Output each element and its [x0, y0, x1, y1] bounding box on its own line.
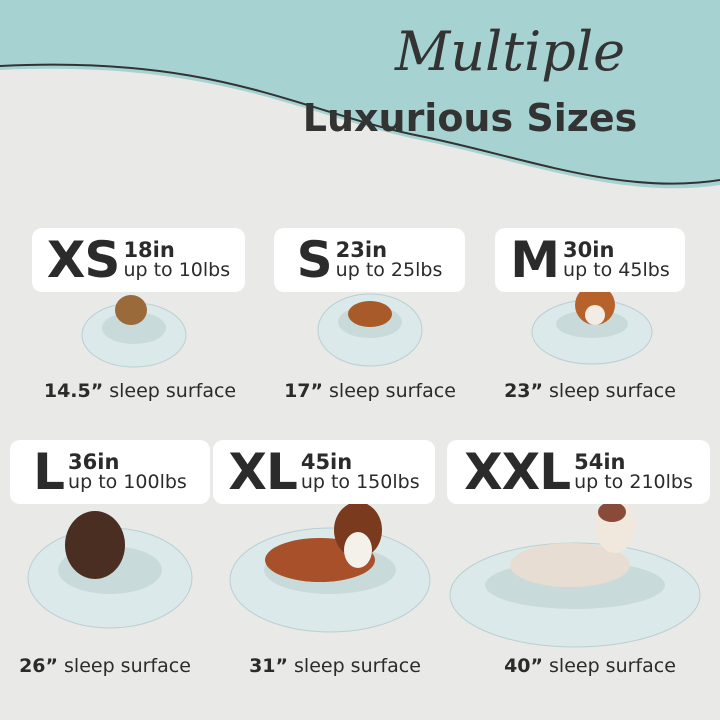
size-card: S 23in up to 25lbs	[274, 228, 465, 292]
size-code: M	[510, 231, 560, 289]
weight-limit: up to 10lbs	[123, 259, 231, 282]
size-code: XXL	[464, 443, 571, 501]
sleep-size: 40”	[504, 655, 544, 677]
sleep-surface: 17” sleep surface	[250, 380, 490, 402]
size-card: M 30in up to 45lbs	[495, 228, 685, 292]
weight-limit: up to 45lbs	[563, 259, 670, 282]
weight-limit: up to 25lbs	[335, 259, 443, 282]
sleep-size: 17”	[284, 380, 324, 402]
diameter: 36in	[68, 450, 120, 474]
sleep-size: 26”	[19, 655, 59, 677]
size-info: 45in up to 150lbs	[301, 451, 420, 493]
sleep-size: 23”	[504, 380, 544, 402]
sleep-surface: 31” sleep surface	[215, 655, 455, 677]
size-card: XXL 54in up to 210lbs	[447, 440, 710, 504]
size-info: 30in up to 45lbs	[563, 239, 670, 281]
teal-wave	[0, 0, 720, 189]
diameter: 54in	[574, 450, 626, 474]
size-code: L	[33, 443, 65, 501]
sleep-surface: 23” sleep surface	[470, 380, 710, 402]
size-card: XL 45in up to 150lbs	[213, 440, 435, 504]
size-card: L 36in up to 100lbs	[10, 440, 210, 504]
wave-line	[0, 63, 720, 185]
diameter: 45in	[300, 450, 353, 474]
size-code: XL	[228, 443, 297, 501]
diameter: 23in	[335, 238, 388, 262]
size-info: 36in up to 100lbs	[68, 451, 187, 493]
sleep-surface: 14.5” sleep surface	[20, 380, 260, 402]
sleep-surface: 40” sleep surface	[470, 655, 710, 677]
sleep-size: 14.5”	[43, 380, 104, 402]
sleep-label: sleep surface	[549, 655, 676, 677]
diameter: 30in	[563, 238, 615, 262]
diameter: 18in	[123, 238, 175, 262]
sleep-label: sleep surface	[329, 380, 456, 402]
weight-limit: up to 210lbs	[574, 471, 693, 494]
sleep-label: sleep surface	[549, 380, 676, 402]
title: Luxurious Sizes	[302, 96, 638, 140]
sleep-label: sleep surface	[294, 655, 421, 677]
weight-limit: up to 150lbs	[300, 471, 420, 494]
size-card: XS 18in up to 10lbs	[32, 228, 245, 292]
size-info: 23in up to 25lbs	[336, 239, 443, 281]
sleep-surface: 26” sleep surface	[0, 655, 225, 677]
sleep-label: sleep surface	[64, 655, 191, 677]
size-info: 18in up to 10lbs	[123, 239, 230, 281]
sleep-size: 31”	[249, 655, 289, 677]
weight-limit: up to 100lbs	[68, 471, 187, 494]
size-code: XS	[46, 231, 121, 289]
script-title: Multiple	[394, 20, 626, 83]
size-info: 54in up to 210lbs	[574, 451, 693, 493]
beds	[27, 285, 701, 648]
sleep-label: sleep surface	[109, 380, 237, 402]
size-code: S	[296, 231, 333, 289]
